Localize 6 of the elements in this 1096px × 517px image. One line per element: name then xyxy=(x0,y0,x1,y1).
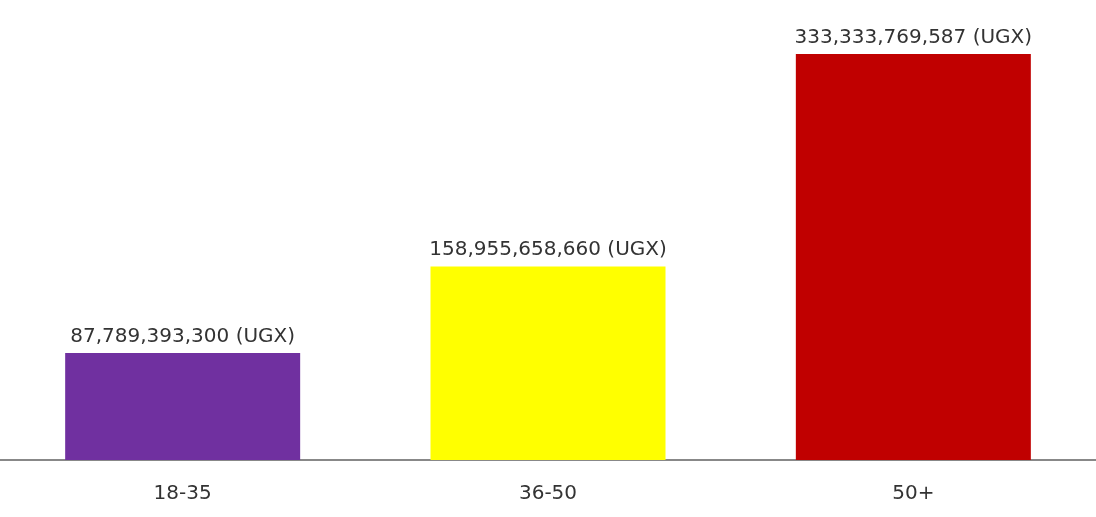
data-label: 87,789,393,300 (UGX) xyxy=(70,323,296,348)
data-label: 158,955,658,660 (UGX) xyxy=(429,236,667,261)
data-label: 333,333,769,587 (UGX) xyxy=(794,24,1033,48)
x-tick-label: 50+ xyxy=(892,480,935,504)
x-tick-label: 36-50 xyxy=(518,480,578,504)
x-tick-label: 18-35 xyxy=(153,480,212,504)
